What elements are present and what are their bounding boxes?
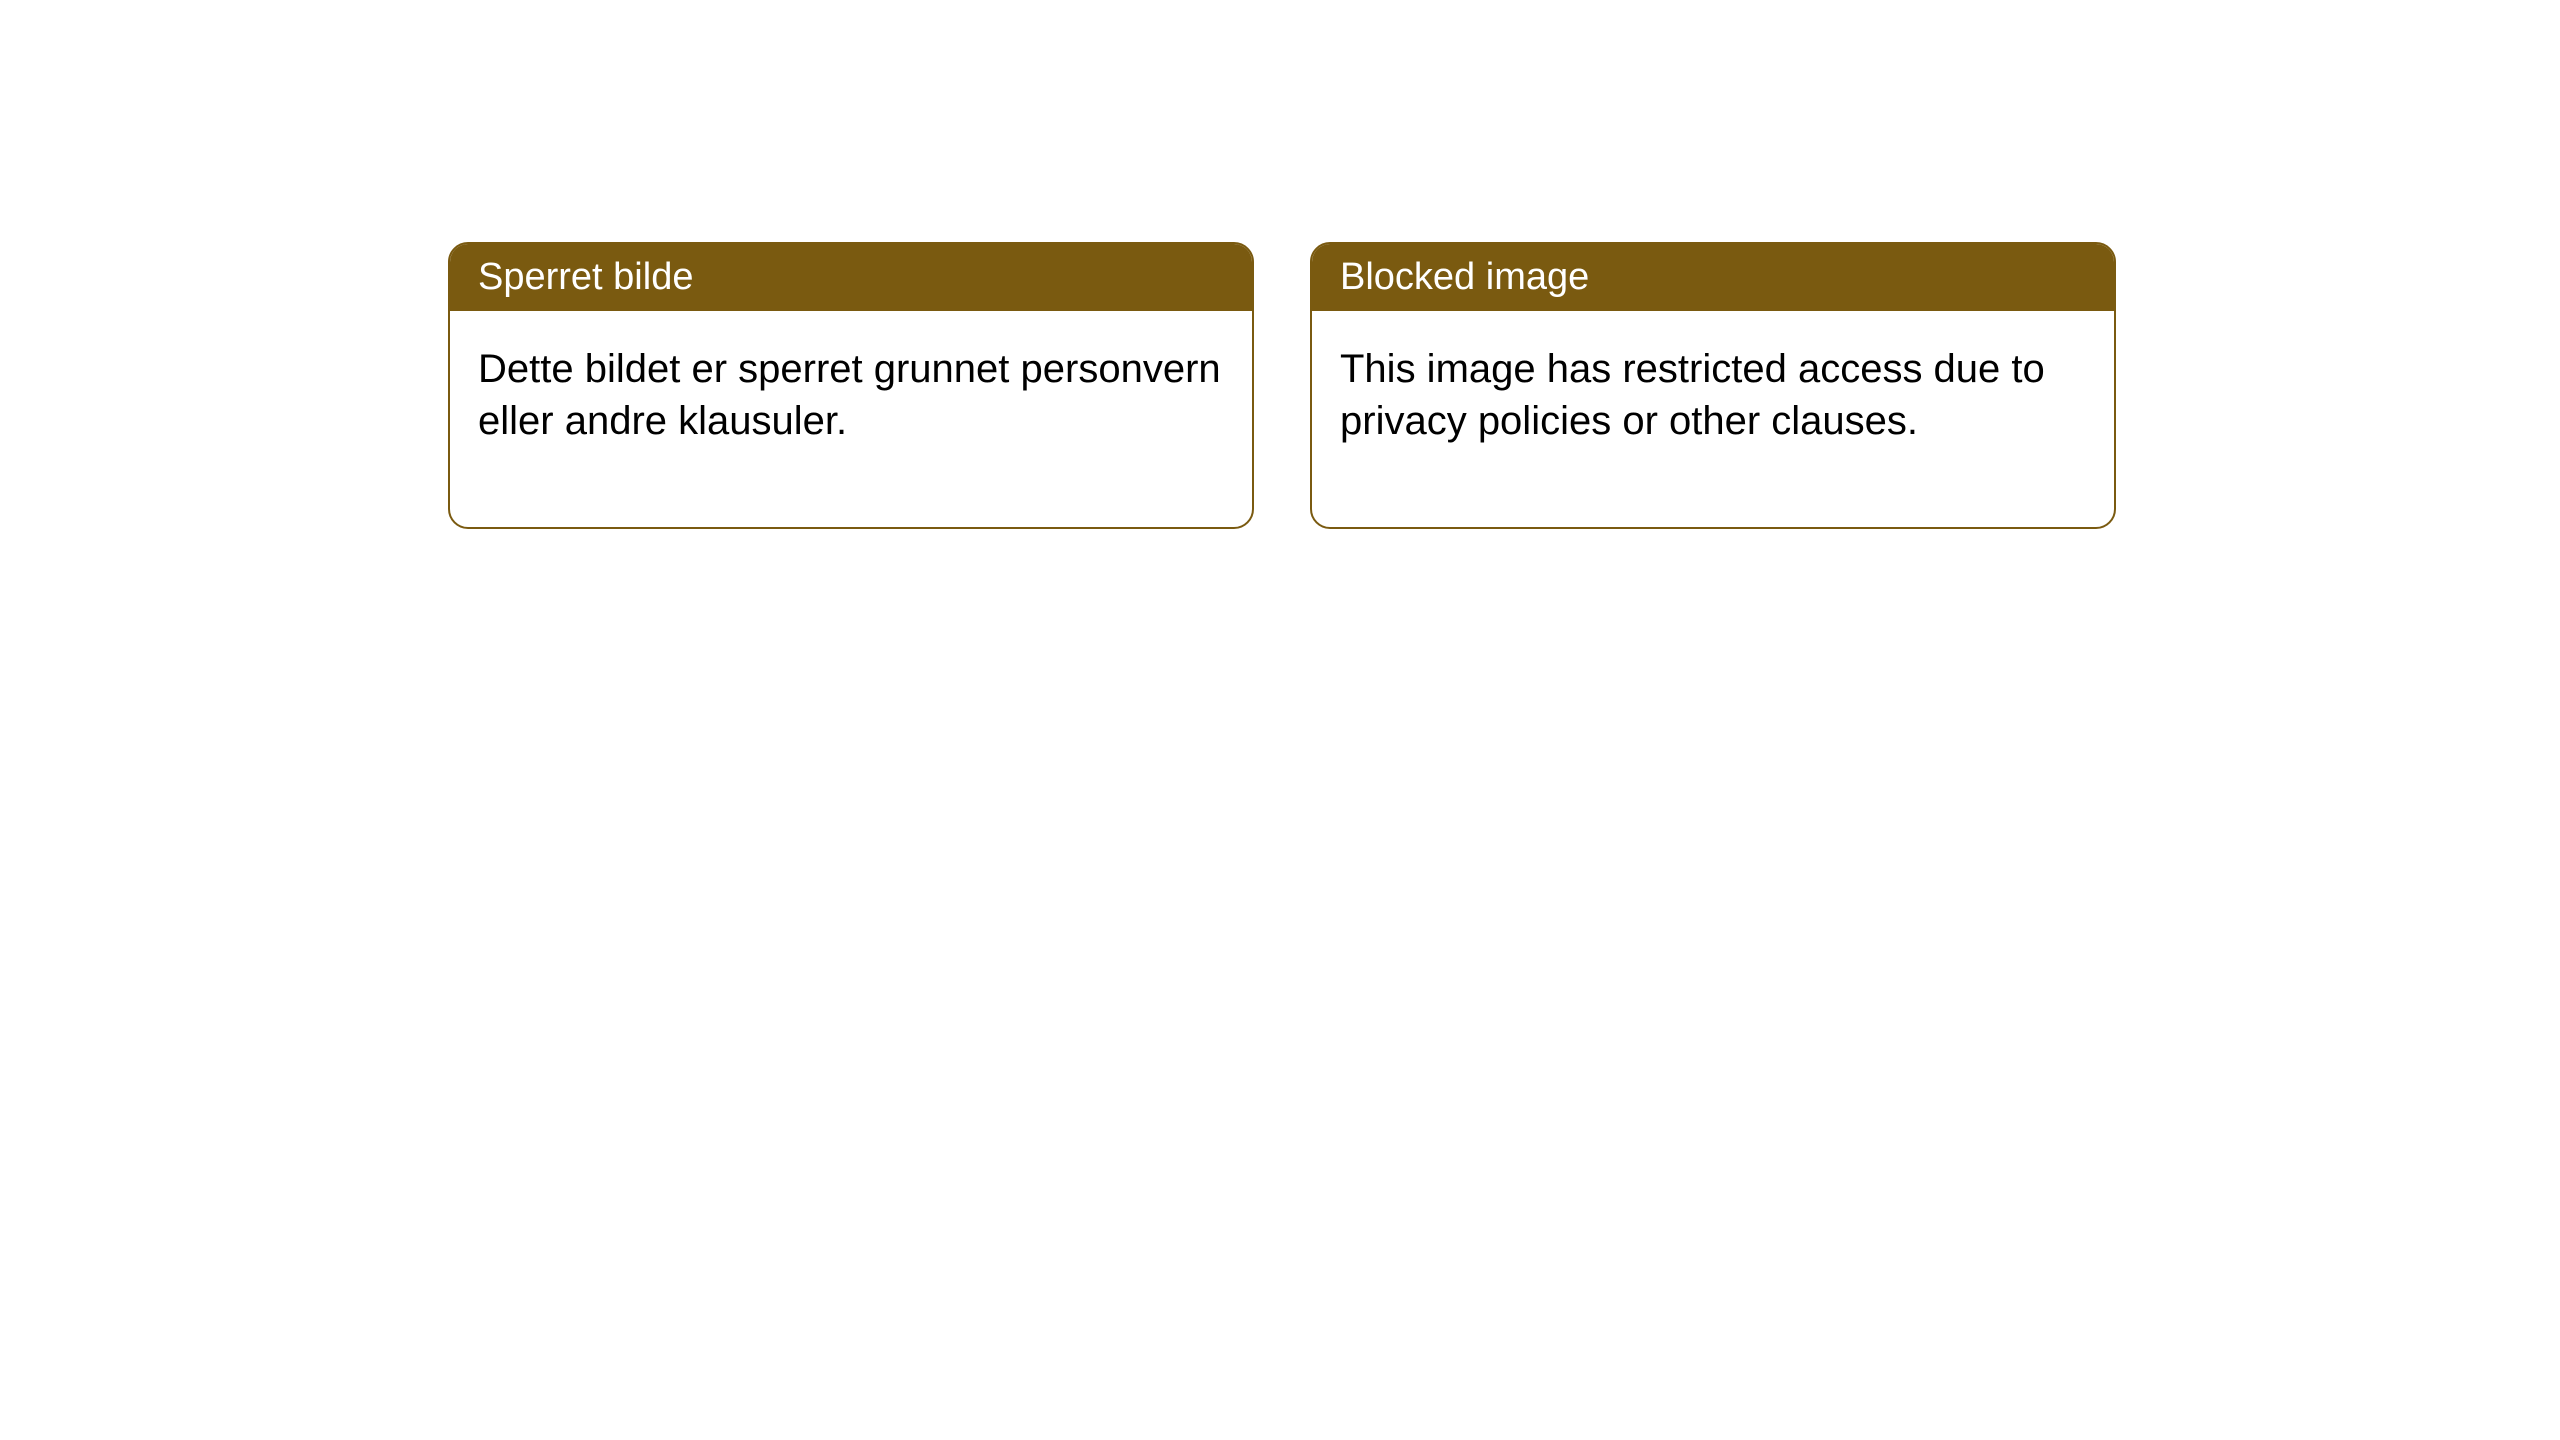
card-title: Blocked image	[1312, 244, 2114, 311]
notice-cards-row: Sperret bilde Dette bildet er sperret gr…	[448, 242, 2560, 529]
notice-card-norwegian: Sperret bilde Dette bildet er sperret gr…	[448, 242, 1254, 529]
card-body-text: Dette bildet er sperret grunnet personve…	[450, 311, 1252, 527]
card-body-text: This image has restricted access due to …	[1312, 311, 2114, 527]
notice-card-english: Blocked image This image has restricted …	[1310, 242, 2116, 529]
card-title: Sperret bilde	[450, 244, 1252, 311]
